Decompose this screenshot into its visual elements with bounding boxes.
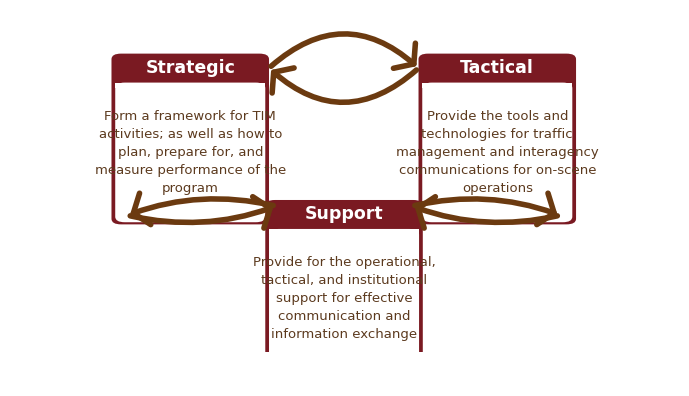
Text: Tactical: Tactical <box>460 59 534 77</box>
Text: Form a framework for TIM
activities; as well as how to
plan, prepare for, and
me: Form a framework for TIM activities; as … <box>94 110 286 195</box>
FancyBboxPatch shape <box>422 83 573 222</box>
Bar <box>269 229 419 234</box>
FancyBboxPatch shape <box>265 200 423 371</box>
Text: Provide the tools and
technologies for traffic
management and interagency
commun: Provide the tools and technologies for t… <box>396 110 599 195</box>
Text: Strategic: Strategic <box>145 59 235 77</box>
FancyBboxPatch shape <box>418 53 576 225</box>
Bar <box>115 83 265 88</box>
FancyBboxPatch shape <box>112 53 269 225</box>
FancyBboxPatch shape <box>115 83 265 222</box>
Bar <box>422 83 573 88</box>
Text: Provide for the operational,
tactical, and institutional
support for effective
c: Provide for the operational, tactical, a… <box>253 256 435 341</box>
FancyBboxPatch shape <box>269 229 419 369</box>
Text: Support: Support <box>305 206 383 223</box>
